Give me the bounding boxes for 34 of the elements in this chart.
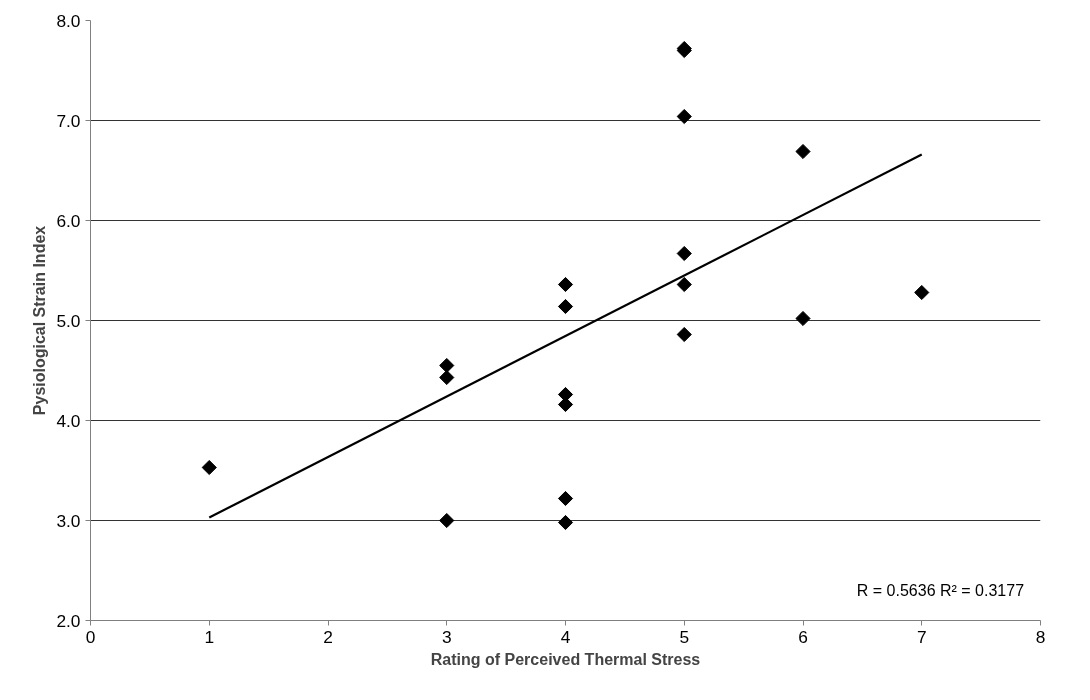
x-tick-label: 3 [441,626,452,647]
point [914,284,930,301]
x-tick-label: 6 [798,626,808,647]
point [439,369,455,386]
y-tick-label: 6.0 [56,210,81,231]
y-tick-label: 4.0 [56,410,81,431]
point [557,276,574,293]
point [676,326,692,343]
x-tick-label: 8 [1035,626,1046,647]
point [795,310,811,327]
x-axis-title: Rating of Perceived Thermal Stress [430,650,701,668]
y-axis-title: Pysiological Strain Index [31,225,49,416]
point [557,490,574,507]
point [201,459,217,476]
point [676,108,692,125]
point [557,298,574,315]
point [557,514,574,531]
x-tick-label: 7 [916,626,927,647]
point [439,357,455,374]
x-tick-label: 4 [560,626,571,647]
annotation: R = 0.5636 R² = 0.3177 [856,581,1025,599]
point [676,276,692,293]
x-tick-label: 1 [204,626,215,647]
point [795,143,811,160]
y-tick-label: 8.0 [56,10,81,31]
point [439,512,455,529]
x-tick-label: 0 [85,626,96,647]
y-tick-label: 2.0 [56,610,81,631]
x-tick-label: 5 [679,626,690,647]
y-tick-label: 5.0 [56,310,81,331]
y-tick-label: 3.0 [56,510,81,531]
y-tick-label: 7.0 [56,110,81,131]
point [676,245,692,262]
x-tick-label: 2 [323,626,333,647]
